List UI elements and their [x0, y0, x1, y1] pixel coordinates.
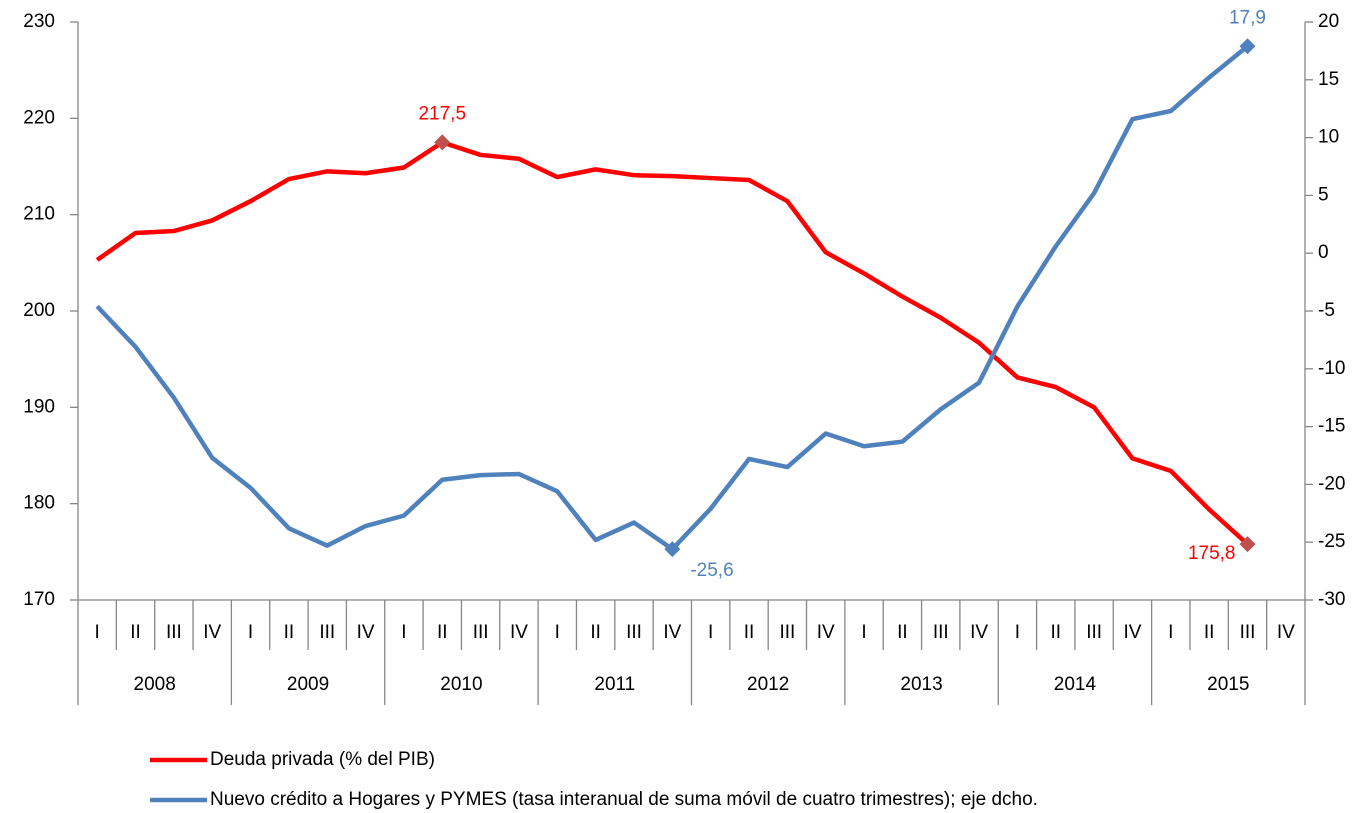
x-tick-label: IV [1277, 622, 1295, 643]
data-label: 217,5 [418, 103, 466, 124]
legend-label: Deuda privada (% del PIB) [210, 749, 435, 770]
series-line [95, 44, 1249, 552]
x-tick-label: III [1086, 622, 1102, 643]
x-tick-label: II [437, 622, 448, 643]
y2-tick-label: 15 [1318, 69, 1339, 90]
y2-tick-label: 20 [1318, 11, 1339, 32]
x-tick-label: I [555, 622, 560, 643]
point-marker [1239, 38, 1256, 55]
x-group-label: 2011 [594, 674, 635, 695]
x-tick-label: IV [1123, 622, 1141, 643]
x-tick-label: III [166, 622, 182, 643]
x-tick-label: III [779, 622, 795, 643]
legend-label: Nuevo crédito a Hogares y PYMES (tasa in… [210, 789, 1038, 810]
y-tick-label: 180 [23, 493, 55, 514]
y2-tick-label: -20 [1318, 473, 1345, 494]
y-tick-label: 190 [23, 396, 55, 417]
y2-tick-label: -15 [1318, 416, 1345, 437]
y-tick-label: 230 [23, 11, 55, 32]
x-tick-label: I [248, 622, 253, 643]
x-tick-label: IV [970, 622, 988, 643]
y2-tick-label: 0 [1318, 242, 1329, 263]
x-tick-label: II [1050, 622, 1061, 643]
y-tick-label: 220 [23, 107, 55, 128]
data-label: 17,9 [1229, 7, 1266, 28]
y2-tick-label: -25 [1318, 531, 1345, 552]
x-group-label: 2012 [747, 674, 789, 695]
data-label: 175,8 [1188, 543, 1236, 564]
x-group-label: 2008 [134, 674, 176, 695]
x-tick-label: IV [663, 622, 681, 643]
x-tick-label: I [1168, 622, 1173, 643]
data-label: -25,6 [690, 560, 733, 581]
x-tick-label: IV [510, 622, 528, 643]
point-marker [664, 541, 681, 558]
point-marker [1239, 536, 1256, 553]
y2-tick-label: 5 [1318, 184, 1329, 205]
point-marker [434, 134, 451, 151]
y2-tick-label: -10 [1318, 358, 1345, 379]
x-tick-label: I [401, 622, 406, 643]
y-tick-label: 210 [23, 204, 55, 225]
x-tick-label: II [130, 622, 141, 643]
x-tick-label: III [1240, 622, 1256, 643]
x-tick-label: III [473, 622, 489, 643]
x-group-label: 2013 [900, 674, 942, 695]
y-tick-label: 200 [23, 300, 55, 321]
x-tick-label: I [95, 622, 100, 643]
x-tick-label: II [744, 622, 755, 643]
x-tick-label: III [626, 622, 642, 643]
x-group-label: 2015 [1207, 674, 1249, 695]
series-line [95, 140, 1249, 546]
x-group-label: 2014 [1054, 674, 1097, 695]
x-tick-label: II [1204, 622, 1215, 643]
x-tick-label: IV [817, 622, 835, 643]
x-tick-label: II [590, 622, 601, 643]
x-tick-label: III [319, 622, 335, 643]
y-tick-label: 170 [23, 589, 55, 610]
x-tick-label: I [861, 622, 866, 643]
x-tick-label: I [1015, 622, 1020, 643]
x-tick-label: II [284, 622, 295, 643]
y2-tick-label: -5 [1318, 300, 1335, 321]
y2-tick-label: -30 [1318, 589, 1345, 610]
x-group-label: 2010 [440, 674, 482, 695]
x-group-label: 2009 [287, 674, 329, 695]
y2-tick-label: 10 [1318, 127, 1339, 148]
x-tick-label: III [933, 622, 949, 643]
x-tick-label: IV [203, 622, 221, 643]
x-tick-label: II [897, 622, 908, 643]
x-tick-label: I [708, 622, 713, 643]
x-tick-label: IV [357, 622, 375, 643]
